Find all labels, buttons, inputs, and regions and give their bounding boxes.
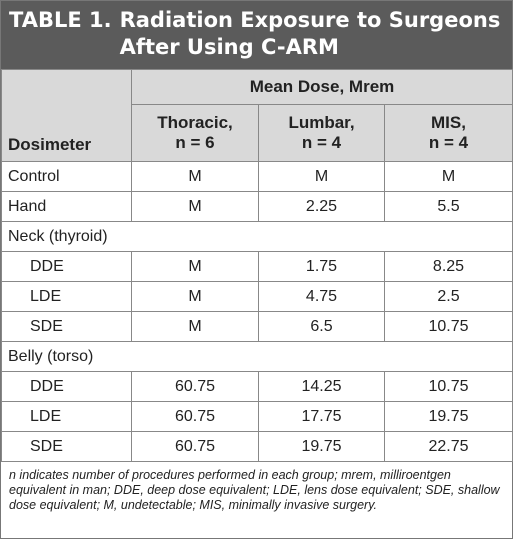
row-label: LDE xyxy=(1,281,132,312)
data-row: LDE M 4.75 2.5 xyxy=(1,281,513,312)
data-row: DDE M 1.75 8.25 xyxy=(1,251,513,282)
value-cell: 19.75 xyxy=(258,431,385,462)
row-label: DDE xyxy=(1,251,132,282)
header-cell: MIS, n = 4 xyxy=(384,104,513,162)
value-cell: 60.75 xyxy=(131,431,259,462)
section-row: Neck (thyroid) xyxy=(1,221,513,252)
section-label: Neck (thyroid) xyxy=(1,221,513,252)
row-label: Control xyxy=(1,161,132,192)
header-cell: Lumbar, n = 4 xyxy=(258,104,385,162)
row-label: SDE xyxy=(1,311,132,342)
header-row: Thoracic, n = 6 Lumbar, n = 4 MIS, n = 4 xyxy=(2,104,513,162)
value-cell: 17.75 xyxy=(258,401,385,432)
value-cell: M xyxy=(131,161,259,192)
value-cell: M xyxy=(384,161,513,192)
data-row: LDE 60.75 17.75 19.75 xyxy=(1,401,513,432)
row-label: Hand xyxy=(1,191,132,222)
value-cell: 60.75 xyxy=(131,371,259,402)
value-cell: M xyxy=(258,161,385,192)
column-header: Lumbar, xyxy=(288,113,355,132)
row-label: LDE xyxy=(1,401,132,432)
value-cell: 10.75 xyxy=(384,311,513,342)
header-row: Dosimeter Mean Dose, Mrem xyxy=(1,69,513,162)
data-row: SDE M 6.5 10.75 xyxy=(1,311,513,342)
data-table: Dosimeter Mean Dose, Mrem Thoracic, n = 6 Lu… xyxy=(1,69,513,462)
data-row: DDE 60.75 14.25 10.75 xyxy=(1,371,513,402)
value-cell: 10.75 xyxy=(384,371,513,402)
table-title: Radiation Exposure to Surgeons After Usi… xyxy=(119,8,501,59)
data-row: SDE 60.75 19.75 22.75 xyxy=(1,431,513,462)
group-header: Mean Dose, Mrem xyxy=(131,69,513,105)
value-cell: M xyxy=(131,281,259,312)
column-header: n = 4 xyxy=(428,133,469,152)
header-cell: Dosimeter xyxy=(1,69,132,162)
title-bar: TABLE 1. Radiation Exposure to Surgeons … xyxy=(1,1,512,69)
value-cell: 6.5 xyxy=(258,311,385,342)
section-row: Belly (torso) xyxy=(1,341,513,372)
column-header: Thoracic, xyxy=(157,113,233,132)
section-label: Belly (torso) xyxy=(1,341,513,372)
table-label: TABLE 1. xyxy=(9,8,112,32)
column-header: MIS, xyxy=(431,113,466,132)
value-cell: 60.75 xyxy=(131,401,259,432)
column-header: n = 4 xyxy=(301,133,342,152)
value-cell: 4.75 xyxy=(258,281,385,312)
value-cell: M xyxy=(131,251,259,282)
value-cell: 5.5 xyxy=(384,191,513,222)
value-cell: 14.25 xyxy=(258,371,385,402)
value-cell: 19.75 xyxy=(384,401,513,432)
header-cell: Thoracic, n = 6 xyxy=(131,104,259,162)
value-cell: 2.25 xyxy=(258,191,385,222)
footnote: n indicates number of procedures perform… xyxy=(9,468,500,512)
value-cell: 2.5 xyxy=(384,281,513,312)
value-cell: M xyxy=(131,311,259,342)
data-row: Control M M M xyxy=(1,161,513,192)
column-header: n = 6 xyxy=(175,133,215,152)
value-cell: 8.25 xyxy=(384,251,513,282)
column-header: Dosimeter xyxy=(8,135,92,154)
row-label: DDE xyxy=(1,371,132,402)
data-row: Hand M 2.25 5.5 xyxy=(1,191,513,222)
value-cell: M xyxy=(131,191,259,222)
value-cell: 22.75 xyxy=(384,431,513,462)
row-label: SDE xyxy=(1,431,132,462)
value-cell: 1.75 xyxy=(258,251,385,282)
